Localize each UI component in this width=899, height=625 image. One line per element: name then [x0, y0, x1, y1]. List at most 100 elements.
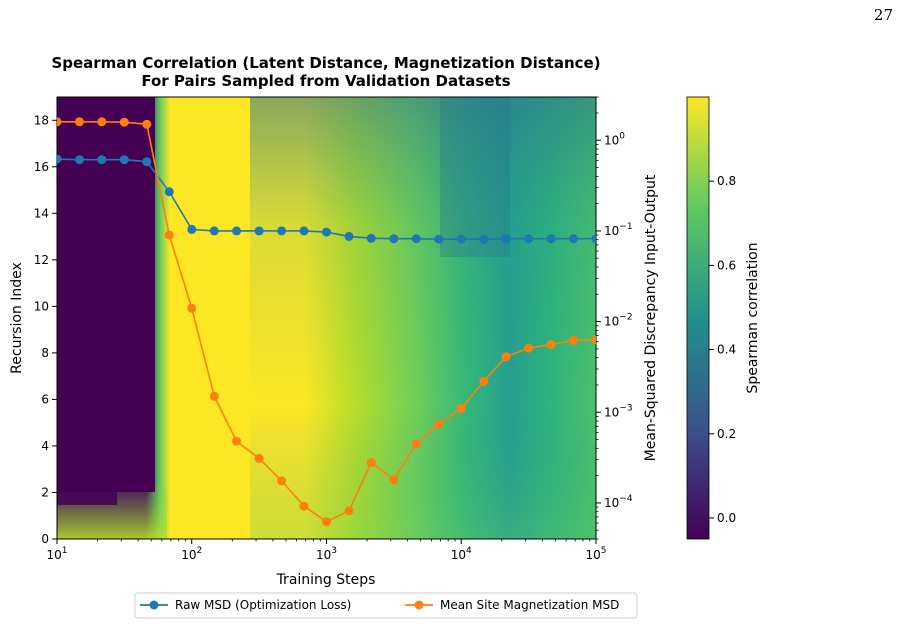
series-raw-msd-point	[366, 233, 376, 243]
series-raw-msd-point	[591, 234, 596, 244]
page-number: 27	[873, 6, 893, 24]
series-site-magnetization-msd-point	[75, 117, 84, 127]
series-raw-msd-point	[299, 226, 309, 236]
y2-axis-label: Mean-Squared Discrepancy Input-Output	[643, 174, 659, 461]
series-site-magnetization-msd-point	[501, 352, 511, 362]
series-site-magnetization-msd-point	[119, 117, 129, 127]
series-site-magnetization-msd-point	[479, 376, 489, 386]
y-tick-label: 2	[41, 485, 49, 499]
y-tick-label: 0	[41, 532, 49, 546]
y-tick-label: 10	[34, 299, 49, 313]
series-raw-msd-point	[277, 226, 287, 236]
series-site-magnetization-msd-point	[411, 439, 421, 449]
y-tick-label: 18	[34, 113, 49, 127]
chart-subtitle: For Pairs Sampled from Validation Datase…	[141, 72, 510, 90]
y2-tick-label: 100	[604, 131, 625, 147]
x-tick-label: 101	[46, 546, 67, 562]
series-raw-msd-point	[57, 154, 62, 164]
y-tick-label: 16	[34, 160, 49, 174]
series-site-magnetization-msd-point	[232, 436, 241, 446]
series-site-magnetization-msd-point	[97, 117, 107, 127]
series-raw-msd-point	[232, 226, 241, 236]
x-axis-label: Training Steps	[276, 572, 376, 588]
series-layer	[57, 117, 596, 527]
x-tick-label: 103	[316, 546, 337, 562]
series-raw-msd-point	[209, 226, 219, 236]
series-site-magnetization-msd-point	[389, 475, 399, 485]
colorbar-tick-label: 0.2	[717, 427, 736, 441]
series-site-magnetization-msd-point	[524, 343, 534, 353]
heatmap-low-region-tail	[57, 470, 117, 505]
colorbar-tick-label: 0.0	[717, 511, 736, 525]
colorbar-tick-label: 0.8	[717, 174, 736, 188]
chart-title: Spearman Correlation (Latent Distance, M…	[51, 54, 600, 72]
colorbar	[686, 96, 710, 540]
series-site-magnetization-msd-point	[142, 119, 152, 129]
y-axis-label: Recursion Index	[9, 262, 25, 374]
series-site-magnetization-msd-point	[299, 501, 309, 511]
y2-tick-label: 10−1	[604, 222, 633, 238]
series-raw-msd-point	[119, 155, 129, 165]
series-site-magnetization-msd-point	[434, 419, 444, 429]
y-tick-label: 8	[41, 346, 49, 360]
legend: Raw MSD (Optimization Loss) Mean Site Ma…	[134, 592, 638, 619]
series-site-magnetization-msd-point	[57, 117, 62, 127]
series-raw-msd-point	[501, 234, 511, 244]
series-site-magnetization-msd-point	[591, 335, 596, 345]
series-raw-msd-point	[187, 224, 197, 234]
legend-box	[134, 592, 638, 619]
series-site-magnetization-msd-point	[277, 476, 287, 486]
series-raw-msd-point	[456, 234, 466, 244]
series-raw-msd-point	[389, 234, 399, 244]
series-site-magnetization-msd-point	[187, 303, 197, 313]
y2-axis: 10−4 10−3 10−2 10−1 100	[596, 96, 633, 540]
y-tick-label: 4	[41, 439, 49, 453]
series-raw-msd-point	[164, 187, 174, 197]
series-raw-msd-point	[546, 234, 556, 244]
heatmap-vertical-shading	[250, 97, 596, 539]
series-raw-msd-point	[434, 234, 444, 244]
heatmap	[57, 97, 596, 539]
series-site-magnetization-msd-point	[209, 391, 219, 401]
series-raw-msd-point	[411, 234, 421, 244]
series-site-magnetization-msd-point	[546, 339, 556, 349]
y-axis: 0 2 4 6 8 10 12 14 16 18	[34, 113, 57, 546]
colorbar-tick-label: 0.4	[717, 343, 736, 357]
y-tick-label: 6	[41, 392, 49, 406]
y-tick-label: 14	[34, 206, 49, 220]
colorbar-label: Spearman correlation	[745, 242, 761, 393]
series-site-magnetization-msd-point	[322, 517, 331, 527]
y-tick-label: 12	[34, 253, 49, 267]
series-site-magnetization-msd-point	[164, 230, 174, 240]
series-raw-msd-point	[254, 226, 264, 236]
series-raw-msd-point	[142, 157, 152, 167]
legend-swatch-raw-marker	[149, 600, 159, 610]
x-tick-label: 104	[451, 546, 472, 562]
series-raw-msd-point	[569, 234, 578, 244]
heatmap-low-region	[57, 97, 155, 492]
series-site-magnetization-msd-point	[344, 506, 354, 516]
legend-entry-site: Mean Site Magnetization MSD	[440, 598, 619, 612]
series-raw-msd-point	[344, 231, 354, 241]
x-tick-label: 105	[585, 546, 606, 562]
series-site-magnetization-msd-point	[456, 404, 466, 413]
colorbar-ticks: 0.0 0.2 0.4 0.6 0.8	[709, 174, 736, 525]
series-raw-msd-point	[97, 155, 107, 165]
y2-tick-label: 10−2	[604, 313, 633, 329]
legend-entry-raw: Raw MSD (Optimization Loss)	[175, 598, 351, 612]
legend-swatch-site-marker	[414, 600, 424, 610]
colorbar-tick-label: 0.6	[717, 258, 736, 272]
y2-tick-label: 10−3	[604, 403, 633, 419]
series-site-magnetization-msd-point	[254, 453, 264, 463]
series-site-magnetization-msd-point	[366, 457, 376, 467]
series-raw-msd-point	[75, 155, 84, 165]
x-axis: 101 102 103 104 105	[46, 539, 607, 562]
series-site-magnetization-msd-point	[569, 335, 578, 345]
series-raw-msd-point	[479, 234, 489, 244]
series-raw-msd-point	[524, 234, 534, 244]
heatmap-dark-band	[440, 97, 510, 257]
series-raw-msd-point	[322, 227, 331, 237]
y2-tick-label: 10−4	[604, 494, 633, 510]
x-tick-label: 102	[181, 546, 202, 562]
